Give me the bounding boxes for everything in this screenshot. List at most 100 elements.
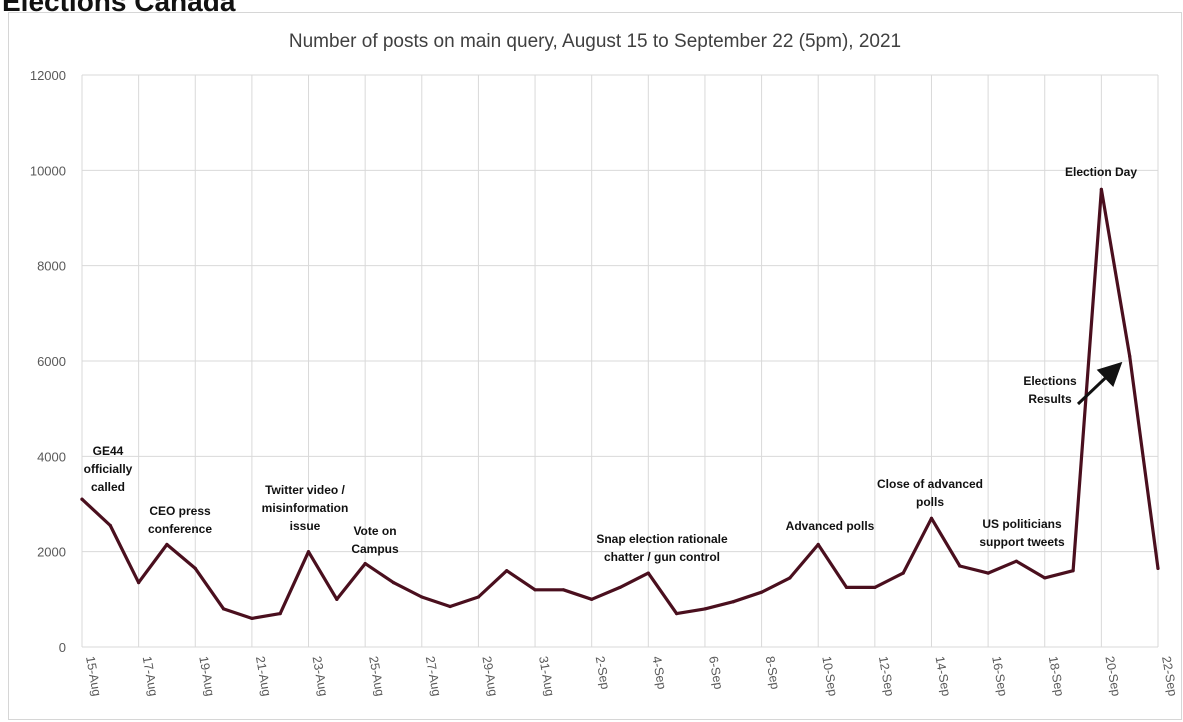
annotation-line: Results	[1028, 392, 1072, 406]
data-point	[505, 569, 509, 573]
x-tick-label: 31-Aug	[536, 655, 557, 697]
y-tick-label: 6000	[37, 354, 66, 369]
data-point	[1156, 566, 1160, 570]
x-tick-label: 21-Aug	[253, 655, 274, 697]
data-point	[278, 612, 282, 616]
data-point	[165, 542, 169, 547]
annotation-line: officially	[84, 462, 133, 476]
annotation-label: Snap election rationale chatter / gun con…	[596, 532, 728, 564]
data-point	[448, 604, 452, 609]
x-tick-label: 27-Aug	[423, 655, 444, 697]
data-point	[108, 523, 112, 528]
x-tick-label: 15-Aug	[83, 655, 104, 697]
y-tick-label: 10000	[30, 163, 66, 178]
chart-frame	[8, 12, 1182, 720]
x-tick-label: 22-Sep	[1159, 655, 1180, 697]
data-point	[703, 607, 707, 611]
x-tick-label: 10-Sep	[819, 655, 840, 697]
annotation-arrow	[1076, 361, 1123, 406]
data-point	[221, 607, 226, 611]
data-point	[731, 600, 735, 604]
data-point	[816, 542, 820, 547]
x-tick-label: 4-Sep	[649, 655, 669, 690]
annotation-label: US politicians support tweets	[979, 517, 1065, 549]
x-tick-label: 18-Sep	[1046, 655, 1067, 697]
data-point	[1043, 576, 1047, 580]
data-point	[561, 588, 565, 592]
annotation-label: CEO press conference	[148, 504, 212, 536]
annotation-line: Campus	[351, 542, 399, 556]
annotation-label: Vote on Campus	[351, 524, 399, 556]
x-tick-label: 17-Aug	[140, 655, 161, 697]
annotation-label: Election Day	[1065, 165, 1137, 179]
x-tick-label: 2-Sep	[593, 655, 613, 690]
x-axis: 15-Aug 17-Aug 19-Aug 21-Aug 23-Aug 25-Aug 27-A…	[83, 655, 1180, 697]
data-point	[533, 588, 537, 592]
data-point	[476, 595, 481, 599]
plot-area	[80, 187, 1160, 621]
x-tick-label: 23-Aug	[310, 655, 331, 697]
data-point	[929, 516, 934, 520]
annotation-line: conference	[148, 522, 212, 536]
data-point	[80, 497, 84, 501]
data-point	[646, 571, 650, 575]
annotation-line: polls	[916, 495, 944, 509]
y-axis: 0 2000 4000 6000 8000 10000 12000	[30, 68, 66, 655]
annotation-line: CEO press	[149, 504, 211, 518]
data-point	[193, 566, 197, 570]
annotations: GE44 officially called CEO press conference T…	[84, 165, 1138, 564]
annotation-line: misinformation	[262, 501, 349, 515]
data-point	[788, 576, 792, 580]
data-point	[250, 616, 254, 621]
annotation-line: Close of advanced	[877, 477, 983, 491]
annotation-label: Advanced polls	[786, 519, 875, 533]
annotation-line: US politicians	[982, 517, 1062, 531]
data-point	[618, 585, 622, 590]
annotation-label: Close of advanced polls	[877, 477, 983, 509]
annotation-label: Twitter video / misinformation issue	[262, 483, 349, 533]
annotation-line: Elections	[1023, 374, 1077, 388]
annotation-line: Twitter video /	[265, 483, 345, 497]
x-tick-label: 25-Aug	[366, 655, 387, 697]
data-point	[759, 590, 764, 594]
x-tick-label: 19-Aug	[196, 655, 217, 697]
x-tick-label: 12-Sep	[876, 655, 897, 697]
annotation-line: issue	[290, 519, 321, 533]
data-point	[675, 612, 679, 616]
x-tick-label: 6-Sep	[706, 655, 726, 690]
y-tick-label: 4000	[37, 449, 66, 464]
data-point	[590, 597, 594, 601]
annotation-line: Advanced polls	[786, 519, 875, 533]
y-tick-label: 8000	[37, 259, 66, 274]
x-tick-label: 29-Aug	[479, 655, 500, 697]
data-point	[363, 561, 367, 566]
annotation-line: called	[91, 480, 125, 494]
gridlines	[81, 74, 1159, 648]
data-point	[958, 564, 962, 568]
data-point	[873, 585, 877, 590]
annotation-label: Elections Results	[1023, 374, 1077, 406]
annotation-line: Snap election rationale	[596, 532, 728, 546]
annotation-line: chatter / gun control	[604, 550, 720, 564]
annotation-line: GE44	[93, 444, 124, 458]
data-point	[844, 585, 849, 590]
data-point	[1071, 569, 1075, 573]
x-tick-label: 14-Sep	[933, 655, 954, 697]
data-point	[137, 581, 141, 585]
y-tick-label: 2000	[37, 545, 66, 560]
annotation-line: support tweets	[979, 535, 1065, 549]
annotation-line: Vote on	[353, 524, 396, 538]
x-tick-label: 20-Sep	[1102, 655, 1123, 697]
data-point	[1099, 187, 1103, 191]
chart-title: Number of posts on main query, August 15…	[289, 31, 901, 52]
data-point	[1128, 354, 1132, 358]
annotation-line: Election Day	[1065, 165, 1137, 179]
data-point	[391, 581, 396, 585]
data-point	[986, 571, 990, 575]
annotation-label: GE44 officially called	[84, 444, 133, 494]
data-point	[420, 595, 424, 599]
data-point	[306, 550, 311, 554]
y-tick-label: 0	[59, 640, 66, 655]
data-point	[901, 571, 905, 575]
